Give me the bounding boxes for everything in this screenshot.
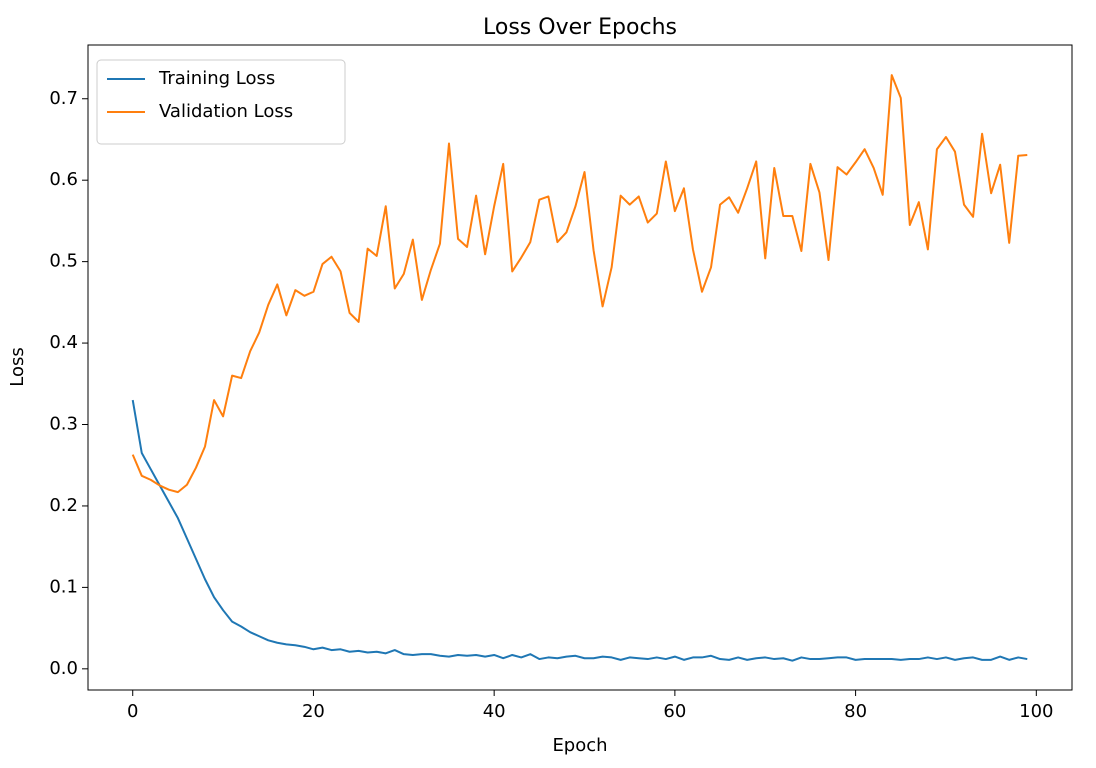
x-tick-label: 60 [663, 701, 686, 722]
y-tick-label: 0.5 [49, 251, 78, 272]
y-tick-label: 0.1 [49, 576, 78, 597]
y-tick-label: 0.7 [49, 88, 78, 109]
x-tick-label: 80 [844, 701, 867, 722]
y-axis-label: Loss [7, 347, 28, 386]
legend-label: Training Loss [158, 68, 275, 89]
y-tick-label: 0.3 [49, 414, 78, 435]
chart-title: Loss Over Epochs [483, 15, 677, 40]
legend-box [96, 59, 346, 145]
plot-frame [87, 44, 1073, 691]
x-tick-label: 0 [127, 701, 138, 722]
x-tick-label: 100 [1019, 701, 1053, 722]
y-tick-label: 0.6 [49, 169, 78, 190]
y-tick-label: 0.2 [49, 495, 78, 516]
x-axis-label: Epoch [552, 735, 607, 756]
x-tick-label: 20 [302, 701, 325, 722]
legend-label: Validation Loss [159, 101, 293, 122]
y-tick-label: 0.0 [49, 658, 78, 679]
y-tick-label: 0.4 [49, 332, 78, 353]
line [131, 399, 1028, 662]
line [131, 74, 1028, 494]
x-tick-label: 40 [483, 701, 506, 722]
